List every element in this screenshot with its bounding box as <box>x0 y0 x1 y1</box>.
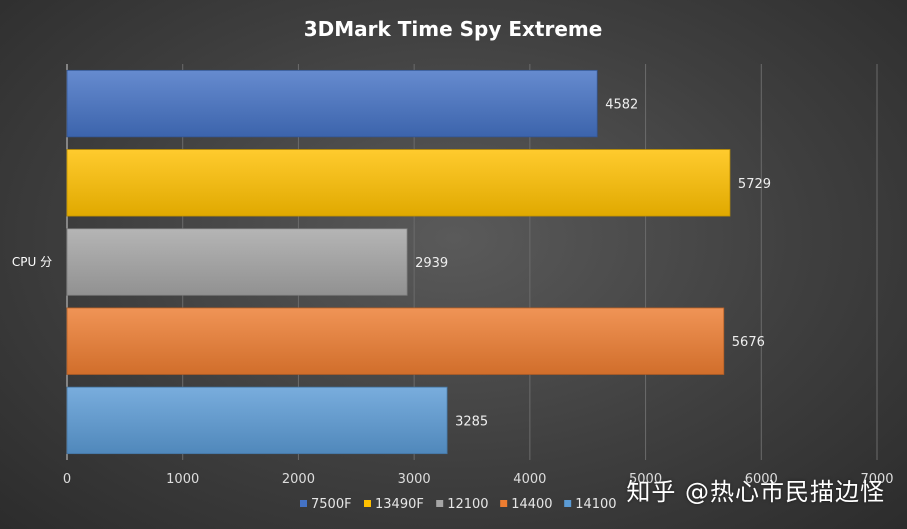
legend-swatch-14100 <box>564 500 572 507</box>
x-tick-label: 2000 <box>282 472 315 487</box>
bar-14100 <box>66 386 448 455</box>
data-label-7500F: 4582 <box>605 98 638 113</box>
legend-swatch-7500F <box>300 500 307 507</box>
legend-label-14100: 14100 <box>575 497 616 512</box>
category-label: CPU 分 <box>12 255 52 269</box>
legend-label-12100: 12100 <box>447 497 488 512</box>
watermark: 知乎 @热心市民描边怪 <box>626 478 885 506</box>
legend-swatch-14400 <box>500 500 508 507</box>
x-tick-labels: 0 1000 2000 3000 4000 5000 6000 7000 <box>63 472 894 487</box>
x-tick-label: 6000 <box>745 472 778 487</box>
legend: 7500F 13490F 12100 14400 14100 <box>300 497 617 512</box>
data-label-14400: 5676 <box>732 335 765 350</box>
legend-swatch-13490F <box>364 500 371 507</box>
legend-label-7500F: 7500F <box>311 497 352 512</box>
x-tick-label: 5000 <box>629 472 662 487</box>
legend-swatch-12100 <box>436 500 444 507</box>
legend-label-13490F: 13490F <box>375 497 424 512</box>
bar-13490F <box>66 149 731 217</box>
data-label-14100: 3285 <box>455 414 488 429</box>
x-tick-label: 7000 <box>860 472 893 487</box>
chart-title: 3DMark Time Spy Extreme <box>304 17 603 41</box>
bar-12100 <box>66 228 408 296</box>
data-label-12100: 2939 <box>415 256 448 271</box>
x-tick-label: 1000 <box>166 472 199 487</box>
bar-14400 <box>66 307 725 375</box>
legend-label-14400: 14400 <box>511 497 552 512</box>
bar-7500F <box>66 69 598 138</box>
x-tick-label: 4000 <box>513 472 546 487</box>
x-tick-label: 0 <box>63 472 71 487</box>
data-label-13490F: 5729 <box>738 177 771 192</box>
bars: 4582 5729 2939 5676 3285 <box>66 69 771 455</box>
x-tick-label: 3000 <box>398 472 431 487</box>
